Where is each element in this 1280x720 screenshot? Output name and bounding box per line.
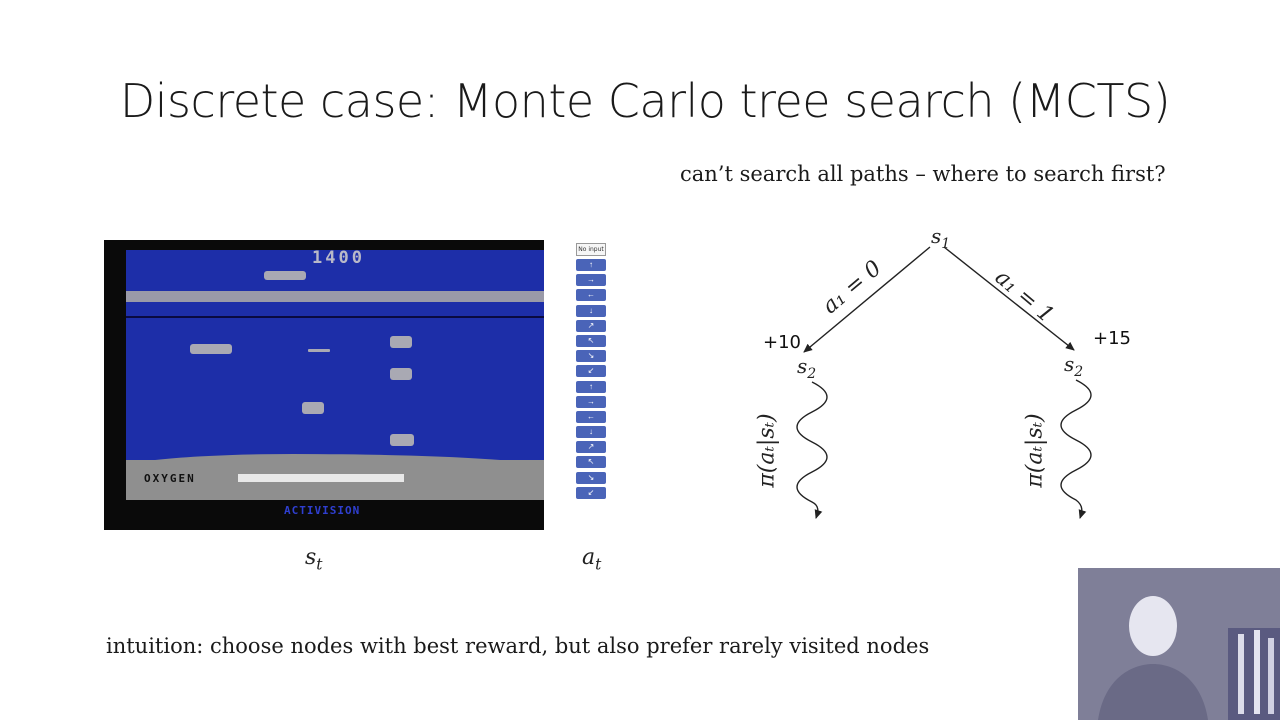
- torpedo: [308, 349, 330, 352]
- game-bottom-strip: [126, 500, 544, 530]
- right-edge-arrow: [943, 246, 1075, 351]
- oxygen-bar: [238, 474, 404, 482]
- slide-subtitle: can’t search all paths – where to search…: [680, 162, 1166, 186]
- no-input-button[interactable]: No input: [576, 243, 606, 256]
- action-button[interactable]: ↓: [576, 426, 606, 439]
- enemy-sub: [190, 344, 232, 354]
- right-child-node-label: s2: [1064, 352, 1084, 380]
- action-button[interactable]: ↗: [576, 441, 606, 454]
- right-reward: +15: [1093, 328, 1131, 349]
- action-button[interactable]: →: [576, 395, 606, 408]
- root-node-label: s1: [931, 224, 951, 252]
- game-screen: 1400 OXYGEN ACTIVISION: [104, 240, 544, 530]
- game-waterline: [126, 316, 544, 318]
- state-label: st: [305, 545, 323, 574]
- action-panel: No input ↑ → ← ↓ ↗ ↖ ↘ ↙ ↑ → ← ↓ ↗ ↖ ↘ ↙: [576, 243, 606, 502]
- enemy-sub: [390, 336, 412, 348]
- action-button[interactable]: ↙: [576, 365, 606, 378]
- player-sub: [264, 271, 306, 280]
- action-button[interactable]: →: [576, 274, 606, 287]
- enemy-sub: [302, 402, 324, 414]
- left-child-node-label: s2: [797, 354, 817, 382]
- action-button[interactable]: ↑: [576, 380, 606, 393]
- action-button[interactable]: ←: [576, 289, 606, 302]
- game-surface: [126, 291, 544, 302]
- presenter-silhouette: [1078, 568, 1280, 720]
- action-button[interactable]: ←: [576, 410, 606, 423]
- slide-title: Discrete case: Monte Carlo tree search (…: [119, 74, 1171, 128]
- game-sea: [126, 250, 544, 462]
- action-button[interactable]: ↘: [576, 471, 606, 484]
- enemy-sub: [390, 434, 414, 446]
- action-button[interactable]: ↙: [576, 486, 606, 499]
- action-button[interactable]: ↓: [576, 304, 606, 317]
- left-edge-arrow: [803, 246, 931, 353]
- action-button[interactable]: ↘: [576, 350, 606, 363]
- action-button-list: ↑ → ← ↓ ↗ ↖ ↘ ↙ ↑ → ← ↓ ↗ ↖ ↘ ↙: [576, 259, 606, 499]
- left-rollout-arrow: [796, 381, 828, 519]
- action-button[interactable]: ↑: [576, 259, 606, 271]
- intuition-text: intuition: choose nodes with best reward…: [106, 634, 930, 658]
- action-button[interactable]: ↖: [576, 456, 606, 469]
- oxygen-label: OXYGEN: [144, 472, 196, 485]
- action-button[interactable]: ↖: [576, 334, 606, 347]
- right-rollout-arrow: [1060, 379, 1092, 519]
- right-policy-label: π(aₜ|sₜ): [1022, 413, 1048, 488]
- enemy-sub: [390, 368, 412, 380]
- activision-logo: ACTIVISION: [284, 504, 361, 517]
- game-score: 1400: [312, 248, 365, 268]
- left-policy-label: π(aₜ|sₜ): [754, 413, 780, 488]
- presenter-webcam: [1078, 568, 1280, 720]
- action-button[interactable]: ↗: [576, 319, 606, 332]
- left-reward: +10: [763, 332, 801, 353]
- action-label: at: [582, 545, 602, 574]
